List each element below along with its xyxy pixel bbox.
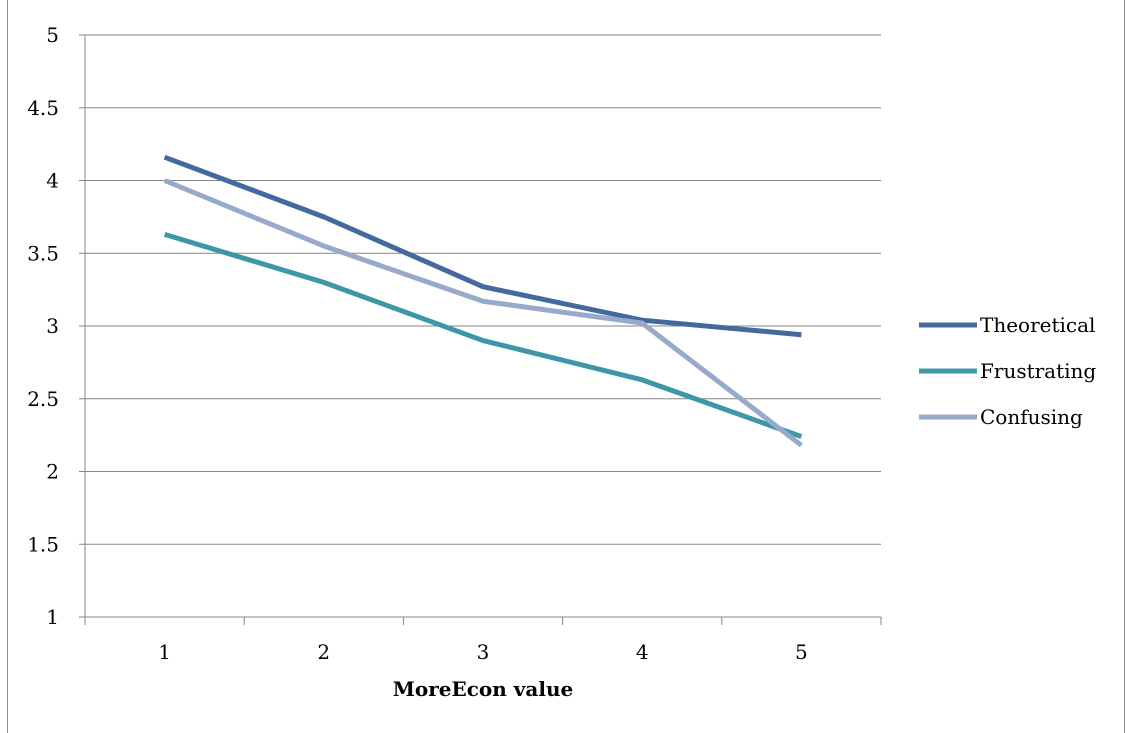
legend-label: Confusing (980, 405, 1083, 429)
chart-frame (7, 0, 1125, 733)
x-tick-label: 4 (636, 640, 649, 664)
gridlines (79, 34, 881, 618)
series-line-confusing (163, 178, 803, 448)
y-tick-label: 1 (46, 605, 59, 629)
clipped-figure-caption (15, 0, 345, 6)
series-line-frustrating (163, 231, 803, 439)
caption-cutoff (15, 0, 345, 6)
y-tick-label: 1.5 (27, 532, 59, 556)
series-line-theoretical (163, 154, 802, 338)
y-tick-label: 3.5 (27, 241, 59, 265)
y-tick-label: 3 (46, 314, 59, 338)
x-axis-title: MoreEcon value (393, 677, 573, 701)
x-tick-label: 3 (477, 640, 490, 664)
series-lines (163, 154, 803, 448)
legend-label: Frustrating (980, 359, 1096, 383)
y-tick-label: 4 (46, 169, 59, 193)
legend: Theoretical Frustrating Confusing (919, 313, 1096, 429)
x-tick-label: 2 (317, 640, 330, 664)
y-tick-label: 5 (46, 23, 59, 47)
axes (84, 35, 882, 625)
y-tick-label: 2.5 (27, 387, 59, 411)
x-tick-label: 1 (158, 640, 171, 664)
x-tick-labels: 1 2 3 4 5 (158, 640, 808, 664)
x-tick-label: 5 (795, 640, 808, 664)
y-tick-label: 2 (46, 460, 59, 484)
y-tick-label: 4.5 (27, 96, 59, 120)
y-tick-labels: 1 1.5 2 2.5 3 3.5 4 4.5 5 (27, 23, 59, 629)
legend-label: Theoretical (980, 313, 1095, 337)
